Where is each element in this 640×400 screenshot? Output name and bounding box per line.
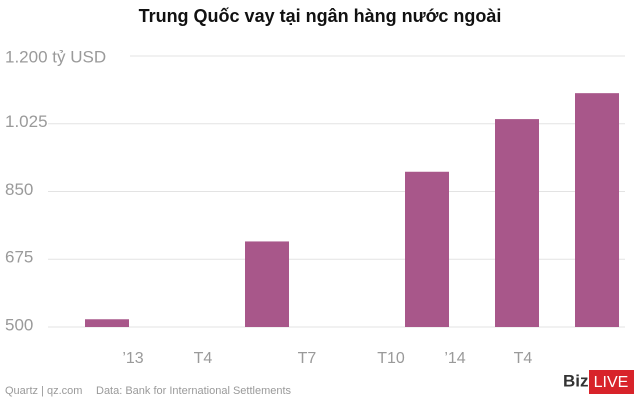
bar (405, 171, 449, 327)
logo-left: Biz (563, 371, 589, 390)
bar (575, 93, 619, 327)
logo-right: LIVE (594, 374, 629, 391)
source-data: Data: Bank for International Settlements (96, 385, 292, 397)
source-site: Quartz | qz.com (5, 385, 82, 397)
x-tick-label: T7 (298, 350, 317, 367)
x-tick-label: T10 (377, 350, 405, 367)
x-tick-label: T4 (194, 350, 213, 367)
bar (495, 119, 539, 328)
logo-box (589, 370, 634, 394)
y-tick-label: 850 (5, 180, 33, 199)
bar (85, 319, 129, 327)
y-tick-label: 675 (5, 248, 33, 267)
y-tick-label: 1.200 tỷ USD (5, 47, 106, 66)
y-tick-label: 500 (5, 315, 33, 334)
x-tick-label: ’13 (122, 350, 143, 367)
x-tick-label: T4 (514, 350, 533, 367)
x-tick-label: ’14 (444, 350, 465, 367)
chart-title: Trung Quốc vay tại ngân hàng nước ngoài (139, 6, 502, 26)
bar (245, 241, 289, 327)
y-tick-label: 1.025 (5, 112, 48, 131)
